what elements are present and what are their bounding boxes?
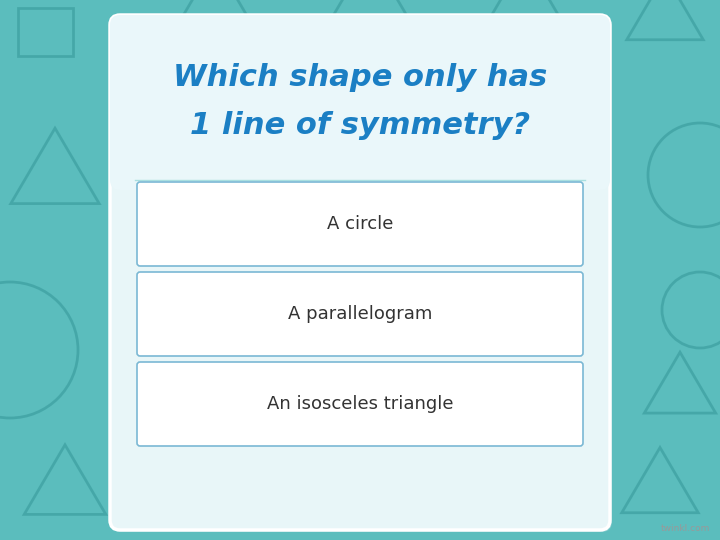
Bar (18, 8, 73, 56)
FancyBboxPatch shape (137, 182, 583, 266)
Text: An isosceles triangle: An isosceles triangle (266, 395, 454, 413)
FancyBboxPatch shape (137, 362, 583, 446)
Text: twinkl.com: twinkl.com (661, 524, 710, 533)
Text: A parallelogram: A parallelogram (288, 305, 432, 323)
Polygon shape (130, 99, 291, 237)
Polygon shape (352, 48, 488, 164)
FancyBboxPatch shape (137, 272, 583, 356)
FancyBboxPatch shape (110, 15, 610, 530)
Text: Which shape only has: Which shape only has (173, 63, 547, 91)
Text: A circle: A circle (327, 215, 393, 233)
Text: 1 line of symmetry?: 1 line of symmetry? (190, 111, 530, 139)
Circle shape (460, 180, 600, 320)
FancyBboxPatch shape (112, 17, 612, 532)
FancyBboxPatch shape (110, 15, 610, 190)
